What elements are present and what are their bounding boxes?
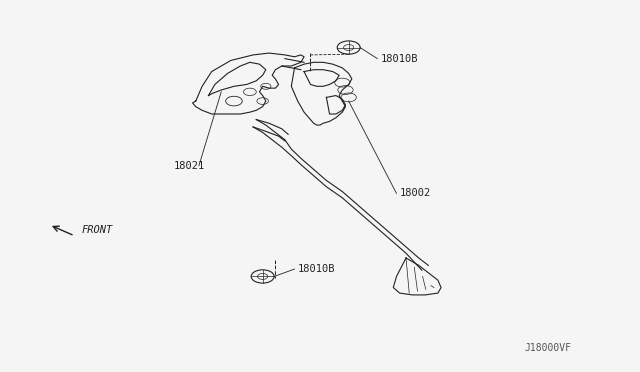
- Text: 18010B: 18010B: [381, 54, 418, 64]
- Text: FRONT: FRONT: [81, 225, 112, 235]
- Text: J18000VF: J18000VF: [525, 343, 572, 353]
- Text: 18010B: 18010B: [298, 264, 335, 274]
- Text: 18002: 18002: [399, 188, 431, 198]
- Text: 18021: 18021: [173, 161, 205, 171]
